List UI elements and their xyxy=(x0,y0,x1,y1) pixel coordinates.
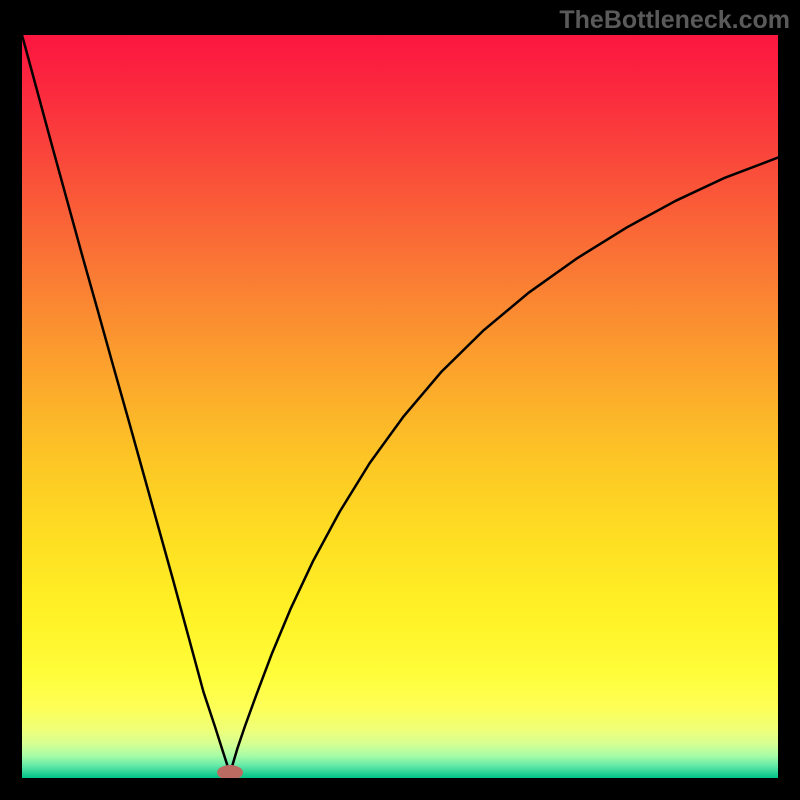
watermark-text: TheBottleneck.com xyxy=(559,6,790,35)
chart-container: { "watermark": { "text": "TheBottleneck.… xyxy=(0,0,800,800)
bottleneck-curve xyxy=(22,35,778,778)
plot-area xyxy=(22,35,778,778)
optimal-point-marker xyxy=(217,765,243,778)
